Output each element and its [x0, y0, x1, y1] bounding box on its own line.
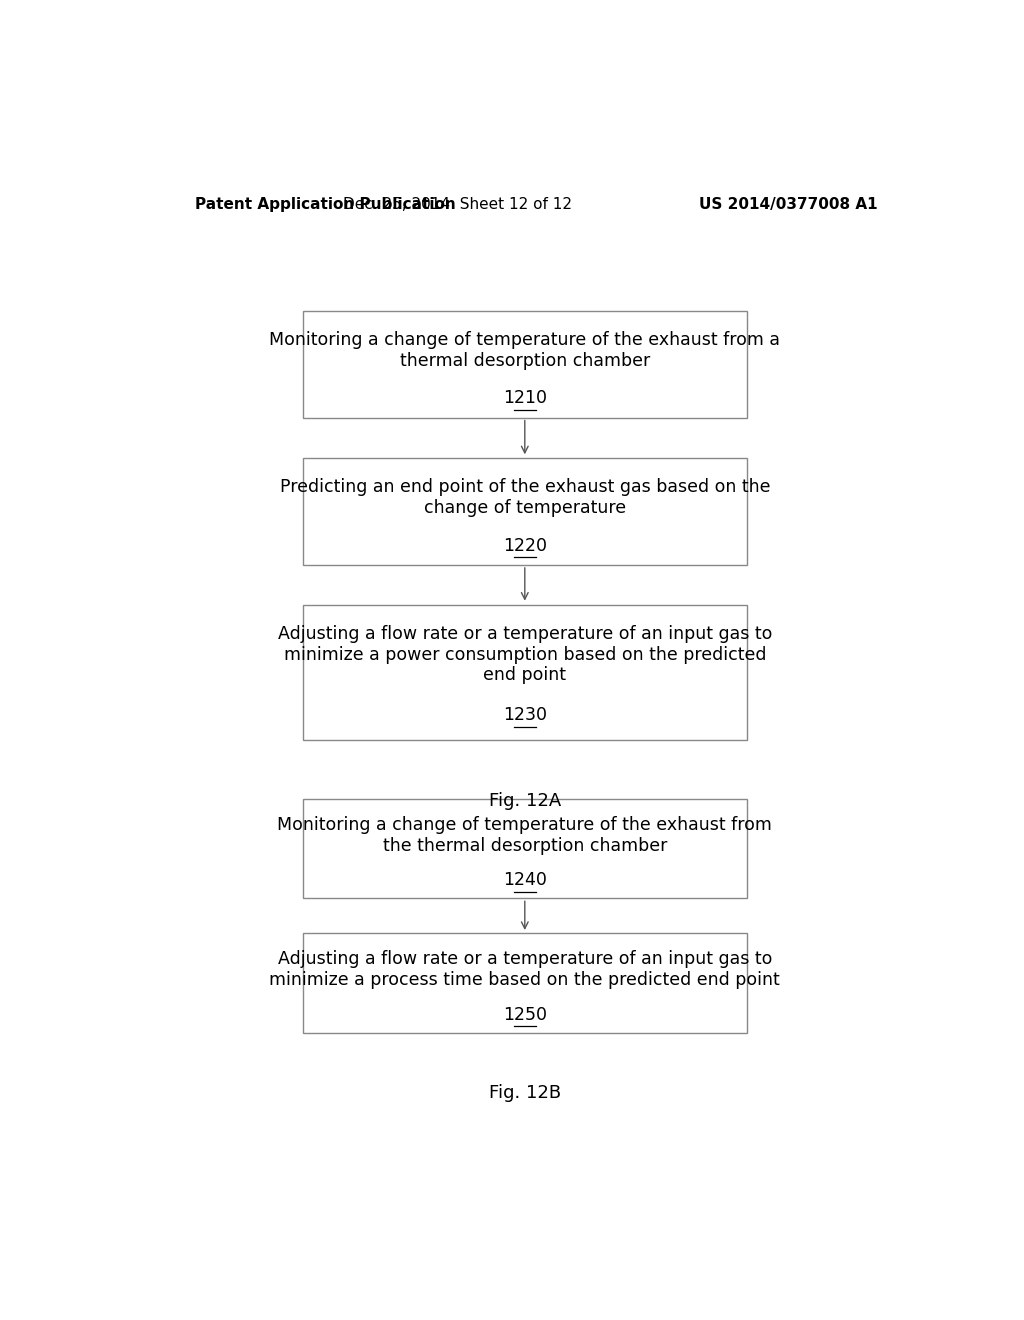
Text: Patent Application Publication: Patent Application Publication	[196, 197, 457, 211]
Bar	[303, 799, 748, 899]
Text: 1240: 1240	[503, 871, 547, 890]
Text: Fig. 12A: Fig. 12A	[488, 792, 561, 809]
Bar	[303, 312, 748, 417]
Text: 1210: 1210	[503, 389, 547, 408]
Bar	[303, 458, 748, 565]
Text: 1250: 1250	[503, 1006, 547, 1023]
Text: Monitoring a change of temperature of the exhaust from
the thermal desorption ch: Monitoring a change of temperature of th…	[278, 816, 772, 855]
Text: Monitoring a change of temperature of the exhaust from a
thermal desorption cham: Monitoring a change of temperature of th…	[269, 331, 780, 370]
Text: 1220: 1220	[503, 537, 547, 554]
Text: US 2014/0377008 A1: US 2014/0377008 A1	[699, 197, 878, 211]
Text: Predicting an end point of the exhaust gas based on the
change of temperature: Predicting an end point of the exhaust g…	[280, 478, 770, 517]
Bar	[303, 933, 748, 1032]
Text: Fig. 12B: Fig. 12B	[488, 1085, 561, 1102]
Text: Adjusting a flow rate or a temperature of an input gas to
minimize a process tim: Adjusting a flow rate or a temperature o…	[269, 950, 780, 989]
Text: Dec. 25, 2014  Sheet 12 of 12: Dec. 25, 2014 Sheet 12 of 12	[343, 197, 571, 211]
Bar	[303, 605, 748, 739]
Text: Adjusting a flow rate or a temperature of an input gas to
minimize a power consu: Adjusting a flow rate or a temperature o…	[278, 624, 772, 684]
Text: 1230: 1230	[503, 706, 547, 725]
